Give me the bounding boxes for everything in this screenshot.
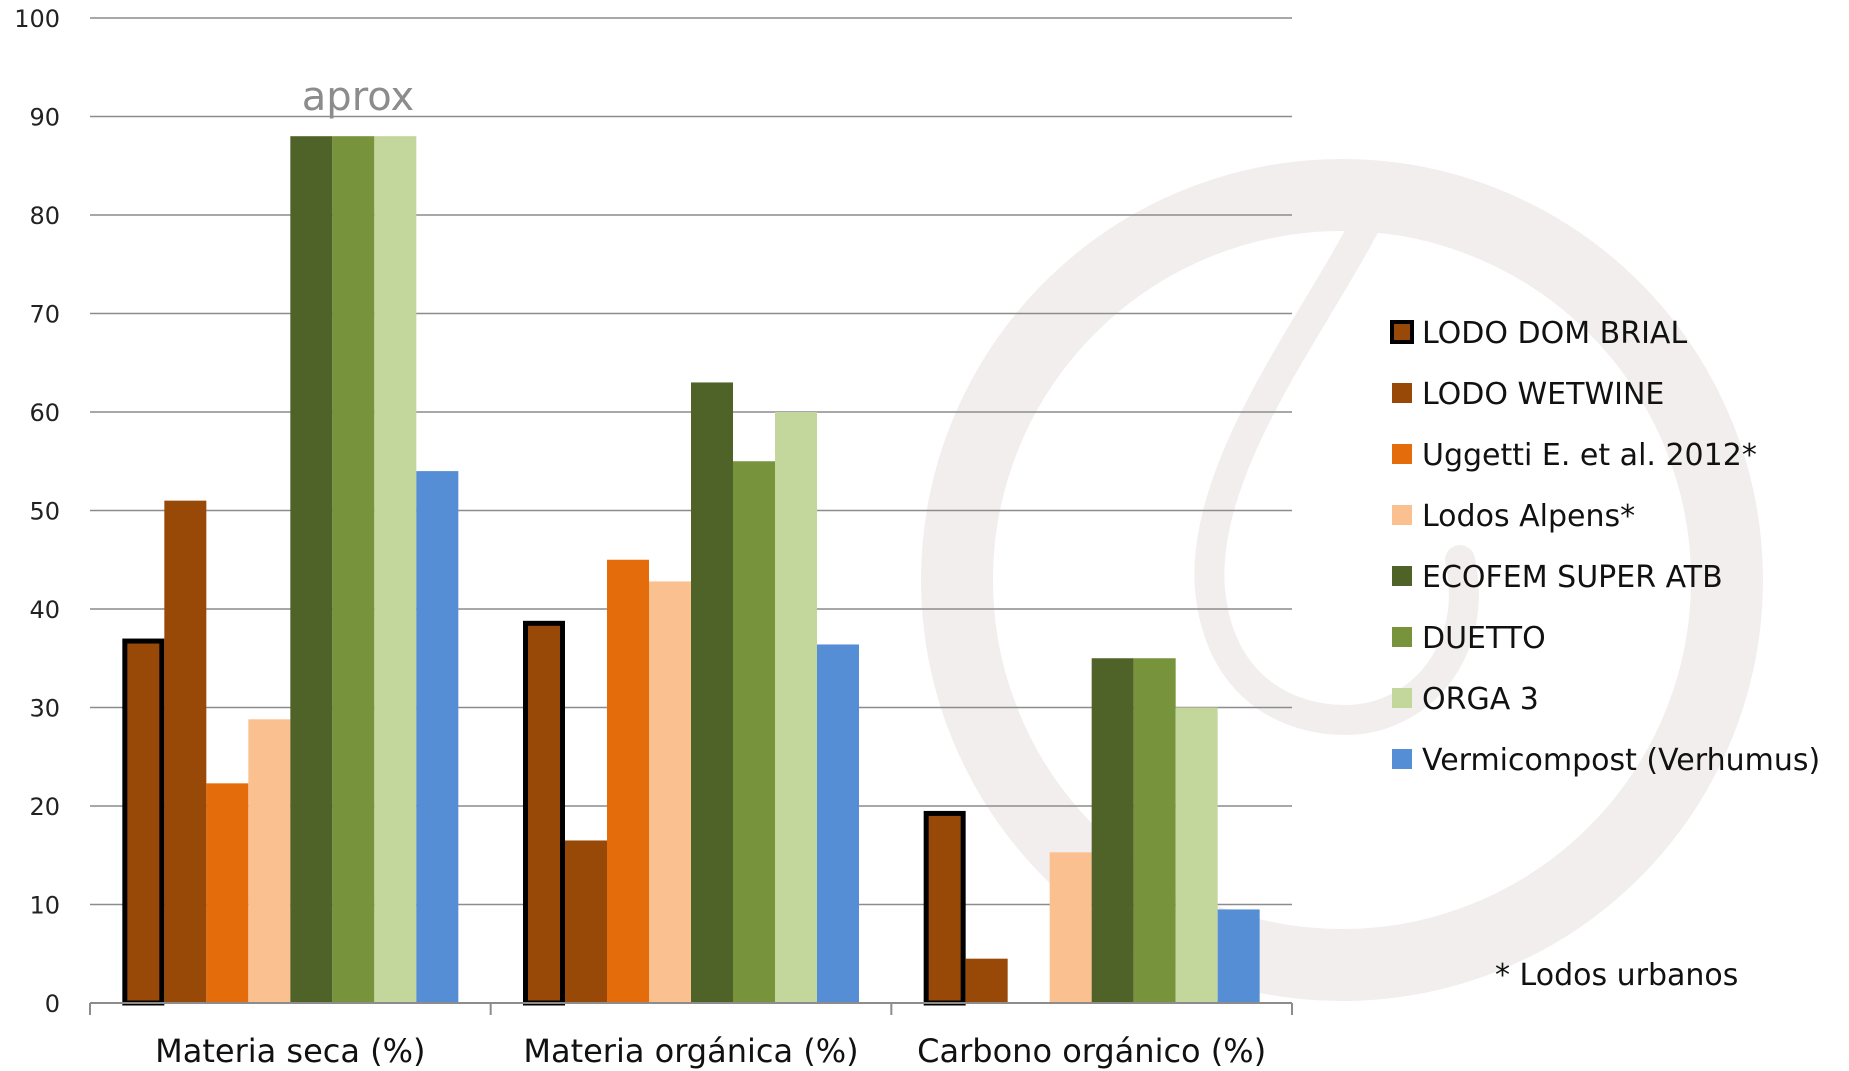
x-axis [89,1002,1293,1015]
bar-duetto-carbono-org-nico [1133,658,1176,1003]
bar-lodo-wetwine-materia-seca [164,500,207,1003]
bar-lodos-alpens-materia-org-nica [649,581,691,1003]
y-tick-label: 30 [29,695,60,723]
legend-swatch [1392,505,1412,525]
category-label: Materia seca (%) [155,1032,425,1070]
y-axis-tick-labels: 0 10 20 30 40 50 60 70 80 90 100 [14,5,60,1018]
bar-lodo-dom-brial-materia-seca [122,638,165,1006]
bar-vermicompost-verhumus-carbono-org-nico [1217,909,1260,1003]
bar-vermicompost-verhumus-materia-org-nica [817,644,859,1003]
legend-label: LODO DOM BRIAL [1422,316,1687,351]
y-tick-label: 10 [29,892,60,920]
legend: LODO DOM BRIAL LODO WETWINE Uggetti E. et … [1390,316,1820,778]
legend-label: Lodos Alpens* [1422,499,1635,534]
legend-swatch [1392,688,1412,708]
legend-swatch [1390,320,1414,344]
bar-orga-3-materia-org-nica [775,412,817,1003]
bar-lodos-alpens-materia-seca [248,719,291,1003]
bar-lodo-dom-brial-materia-org-nica [523,620,565,1006]
legend-label: Vermicompost (Verhumus) [1422,743,1820,778]
bar-ecofem-super-atb-carbono-org-nico [1091,658,1134,1003]
bars [122,136,1260,1006]
bar-uggetti-e-et-al-2012-materia-seca [206,783,249,1003]
legend-swatch [1392,749,1412,769]
y-tick-label: 100 [14,5,60,33]
legend-label: LODO WETWINE [1422,377,1664,412]
bar-orga-3-carbono-org-nico [1175,707,1218,1003]
bar-vermicompost-verhumus-materia-seca [416,471,459,1004]
y-tick-label: 60 [29,399,60,427]
footnote: * Lodos urbanos [1495,958,1738,993]
y-tick-label: 50 [29,498,60,526]
watermark-logo [921,159,1763,1001]
y-tick-label: 40 [29,596,60,624]
bar-lodo-wetwine-materia-org-nica [565,840,607,1003]
y-tick-label: 0 [45,990,60,1018]
category-label: Materia orgánica (%) [523,1032,858,1070]
bar-duetto-materia-org-nica [733,461,775,1003]
legend-label: Uggetti E. et al. 2012* [1422,438,1757,473]
legend-swatch [1392,444,1412,464]
annotation-aprox: aprox [302,74,414,120]
legend-label: DUETTO [1422,621,1546,656]
bar-lodos-alpens-carbono-org-nico [1049,852,1092,1003]
bar-orga-3-materia-seca [374,136,417,1003]
category-labels: Materia seca (%) Materia orgánica (%) Carb… [155,1032,1266,1070]
legend-label: ECOFEM SUPER ATB [1422,560,1723,595]
category-label: Carbono orgánico (%) [917,1032,1266,1070]
legend-swatch [1392,566,1412,586]
bar-lodo-dom-brial-carbono-org-nico [923,810,966,1006]
bar-lodo-wetwine-carbono-org-nico [965,958,1008,1003]
y-tick-label: 20 [29,793,60,821]
y-tick-label: 80 [29,202,60,230]
bar-uggetti-e-et-al-2012-materia-org-nica [607,559,649,1003]
y-tick-label: 70 [29,301,60,329]
legend-label: ORGA 3 [1422,682,1539,717]
legend-swatch [1392,627,1412,647]
bar-ecofem-super-atb-materia-seca [290,136,333,1003]
y-tick-label: 90 [29,104,60,132]
bar-ecofem-super-atb-materia-org-nica [691,382,733,1003]
bar-duetto-materia-seca [332,136,375,1003]
legend-swatch [1392,383,1412,403]
